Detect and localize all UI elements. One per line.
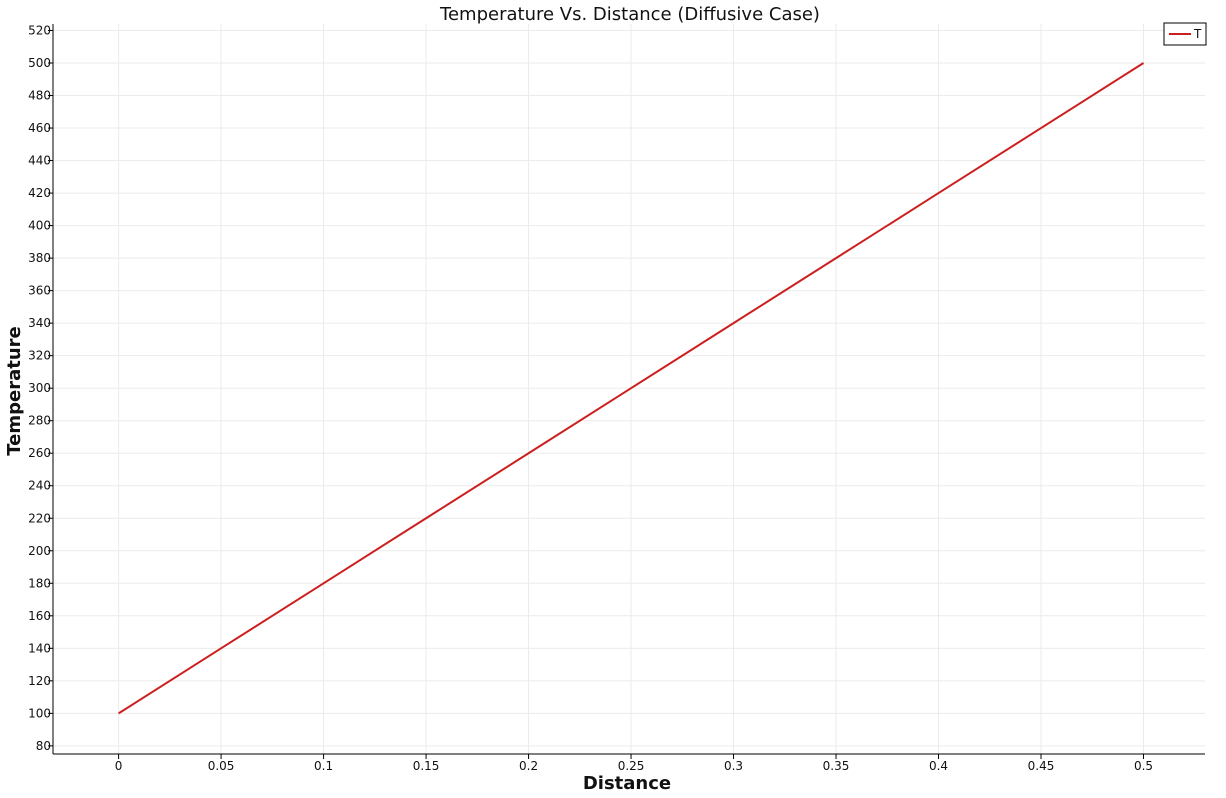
- x-tick-label: 0.5: [1134, 759, 1153, 773]
- chart-title: Temperature Vs. Distance (Diffusive Case…: [439, 4, 820, 25]
- y-tick-label: 360: [28, 284, 51, 298]
- y-tick-label: 300: [28, 381, 51, 395]
- x-tick-label: 0.35: [823, 759, 850, 773]
- x-tick-label: 0.1: [314, 759, 333, 773]
- x-tick-label: 0: [115, 759, 123, 773]
- y-tick-label: 520: [28, 24, 51, 38]
- y-axis-label: Temperature: [4, 326, 25, 455]
- y-tick-label: 340: [28, 316, 51, 330]
- y-tick-label: 320: [28, 349, 51, 363]
- y-tick-label: 120: [28, 674, 51, 688]
- x-tick-label: 0.25: [618, 759, 645, 773]
- y-tick-label: 80: [36, 739, 51, 753]
- y-tick-label: 100: [28, 706, 51, 720]
- y-tick-label: 200: [28, 544, 51, 558]
- legend: T: [1163, 22, 1207, 46]
- y-tick-label: 440: [28, 154, 51, 168]
- x-tick-label: 0.2: [519, 759, 538, 773]
- y-tick-label: 140: [28, 641, 51, 655]
- y-tick-label: 160: [28, 609, 51, 623]
- y-tick-label: 500: [28, 56, 51, 70]
- x-tick-label: 0.3: [724, 759, 743, 773]
- y-tick-label: 260: [28, 446, 51, 460]
- y-tick-label: 480: [28, 89, 51, 103]
- y-tick-label: 280: [28, 414, 51, 428]
- y-tick-label: 180: [28, 576, 51, 590]
- x-axis-label: Distance: [583, 773, 671, 794]
- legend-label: T: [1193, 27, 1202, 41]
- x-tick-label: 0.45: [1028, 759, 1055, 773]
- y-tick-label: 220: [28, 511, 51, 525]
- y-tick-label: 420: [28, 186, 51, 200]
- x-tick-label: 0.05: [208, 759, 235, 773]
- y-tick-label: 400: [28, 219, 51, 233]
- grid-layer: [53, 24, 1205, 754]
- y-tick-label: 240: [28, 479, 51, 493]
- axes-layer: 0 0.05 0.1 0.15 0.2 0.25 0.3 0.35 0.4 0.45 0.5 80 10…: [28, 24, 1205, 773]
- series-layer: [118, 62, 1145, 715]
- x-tick-label: 0.15: [413, 759, 440, 773]
- y-tick-label: 380: [28, 251, 51, 265]
- series-line-T: [118, 62, 1145, 715]
- y-tick-label: 460: [28, 121, 51, 135]
- x-tick-label: 0.4: [929, 759, 948, 773]
